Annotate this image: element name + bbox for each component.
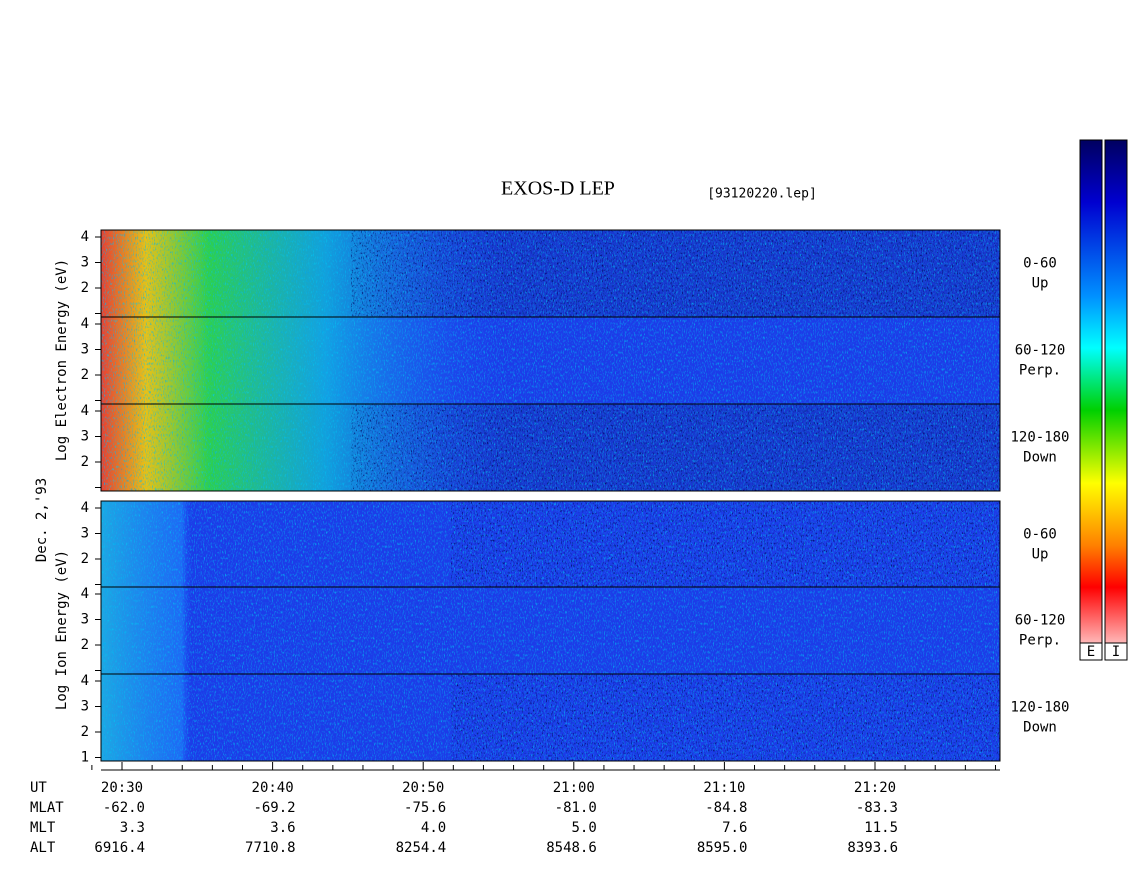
orbit-value: 11.5 (864, 820, 898, 836)
spectrogram-noise (101, 317, 1000, 404)
y-tick-label: 3 (81, 429, 89, 445)
pitch-angle-direction: Down (1023, 720, 1057, 736)
orbit-value: 8548.6 (546, 840, 597, 856)
pitch-angle-range: 60-120 (1015, 613, 1066, 629)
y-tick-label: 4 (81, 403, 89, 419)
electron-axis-label: Log Electron Energy (eV) (54, 259, 70, 461)
file-name: [93120220.lep] (707, 187, 817, 202)
title: EXOS-D LEP (501, 178, 615, 200)
y-tick-label: 2 (81, 280, 89, 296)
date-label: Dec. 2,'93 (34, 478, 50, 562)
orbit-value: 8254.4 (396, 840, 447, 856)
orbit-value: 5.0 (572, 820, 597, 836)
y-tick-label: 2 (81, 367, 89, 383)
time-label: 21:20 (854, 780, 896, 796)
row-label: ALT (30, 840, 56, 856)
orbit-value: -75.6 (404, 800, 446, 816)
pitch-angle-range: 0-60 (1023, 527, 1057, 543)
row-label: MLT (30, 820, 56, 836)
orbit-value: 3.6 (270, 820, 295, 836)
y-tick-label: 2 (81, 724, 89, 740)
y-tick-label: 3 (81, 612, 89, 628)
orbit-value: 8393.6 (847, 840, 898, 856)
y-tick-label: 3 (81, 699, 89, 715)
time-label: 20:30 (101, 780, 143, 796)
y-tick-label: 3 (81, 526, 89, 542)
pitch-angle-range: 120-180 (1010, 700, 1069, 716)
colorbar-label-box (1079, 642, 1103, 661)
y-tick-label: 2 (81, 637, 89, 653)
orbit-value: 4.0 (421, 820, 446, 836)
orbit-value: -81.0 (555, 800, 597, 816)
pitch-angle-direction: Up (1032, 276, 1049, 292)
spectrogram-dropouts (351, 404, 1000, 491)
orbit-value: 8595.0 (697, 840, 748, 856)
pitch-angle-direction: Perp. (1019, 363, 1061, 379)
spectrogram-noise (101, 587, 1000, 674)
colorbar-label-box (1104, 642, 1128, 661)
orbit-value: -84.8 (705, 800, 747, 816)
orbit-value: 6916.4 (94, 840, 145, 856)
time-label: 20:50 (402, 780, 444, 796)
y-tick-label: 4 (81, 229, 89, 245)
pitch-angle-direction: Up (1032, 547, 1049, 563)
y-tick-label: 4 (81, 586, 89, 602)
pitch-angle-range: 60-120 (1015, 343, 1066, 359)
orbit-value: -69.2 (253, 800, 295, 816)
y-tick-label: 2 (81, 551, 89, 567)
spectrogram-dropouts (451, 501, 1000, 588)
y-tick-label: 1 (81, 750, 89, 766)
colorbar-label: E (1087, 644, 1095, 660)
colorbar (1079, 139, 1103, 661)
row-label: MLAT (30, 800, 64, 816)
pitch-angle-direction: Down (1023, 450, 1057, 466)
y-tick-label: 4 (81, 316, 89, 332)
time-label: 21:10 (703, 780, 745, 796)
y-tick-label: 3 (81, 255, 89, 271)
spectrogram-dropouts (351, 230, 1000, 317)
orbit-value: 3.3 (120, 820, 145, 836)
y-tick-label: 3 (81, 342, 89, 358)
pitch-angle-range: 0-60 (1023, 256, 1057, 272)
spectrogram-dropouts (451, 674, 1000, 761)
pitch-angle-range: 120-180 (1010, 430, 1069, 446)
orbit-value: -62.0 (103, 800, 145, 816)
panel-frame (100, 673, 1001, 762)
orbit-value: 7.6 (722, 820, 747, 836)
panel-frame (100, 403, 1001, 492)
colorbar-label: I (1112, 644, 1120, 660)
ion-axis-label: Log Ion Energy (eV) (54, 550, 70, 710)
orbit-value: -83.3 (856, 800, 898, 816)
pitch-angle-direction: Perp. (1019, 633, 1061, 649)
orbit-value: 7710.8 (245, 840, 296, 856)
time-label: 21:00 (553, 780, 595, 796)
y-tick-label: 4 (81, 673, 89, 689)
time-label: 20:40 (252, 780, 294, 796)
colorbar (1104, 139, 1128, 661)
y-tick-label: 4 (81, 500, 89, 516)
y-tick-label: 2 (81, 454, 89, 470)
row-label: UT (30, 780, 47, 796)
